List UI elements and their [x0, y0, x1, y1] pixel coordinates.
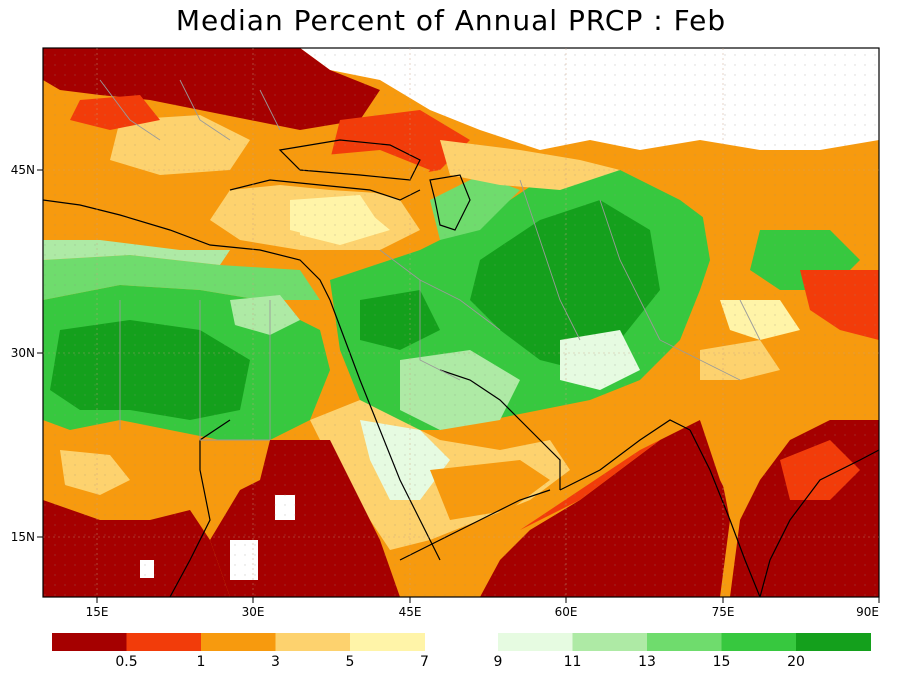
lon-label: 90E: [856, 605, 879, 619]
legend-swatch: [721, 633, 797, 651]
lon-label: 45E: [399, 605, 422, 619]
legend-label: 3: [271, 654, 280, 670]
lon-label: 15E: [86, 605, 109, 619]
lat-label: 30N: [11, 346, 35, 360]
legend-label: 15: [713, 654, 731, 670]
lon-label: 30E: [242, 605, 265, 619]
legend-swatch: [350, 633, 425, 651]
legend-swatch: [201, 633, 276, 651]
lon-label: 75E: [712, 605, 735, 619]
lat-label: 45N: [11, 163, 35, 177]
legend-label: 9: [494, 654, 503, 670]
coastlines: [43, 139, 879, 597]
legend-swatch: [275, 633, 351, 651]
lon-label: 60E: [555, 605, 578, 619]
legend-swatch: [498, 633, 573, 651]
map-field: [43, 48, 879, 597]
legend-label: 11: [564, 654, 582, 670]
country-borders: [99, 79, 761, 441]
map-frame: [42, 47, 880, 598]
legend-swatch: [647, 633, 722, 651]
legend-swatch: [796, 633, 871, 651]
legend-swatch: [572, 633, 648, 651]
legend-label: 5: [346, 654, 355, 670]
legend-label: 1: [197, 654, 206, 670]
lat-axis: 45N 30N 15N: [11, 163, 35, 544]
color-legend: 0.5 1 3 5 7 9 11 13 15 20: [52, 633, 871, 670]
map-title: Median Percent of Annual PRCP : Feb: [175, 4, 727, 37]
legend-swatch: [126, 633, 202, 651]
lat-label: 15N: [11, 530, 35, 544]
legend-label: 20: [787, 654, 805, 670]
lon-axis: 15E 30E 45E 60E 75E 90E: [86, 605, 879, 619]
legend-label: 7: [420, 654, 429, 670]
legend-swatch: [52, 633, 127, 651]
legend-label: 13: [638, 654, 656, 670]
legend-label: 0.5: [115, 654, 137, 670]
